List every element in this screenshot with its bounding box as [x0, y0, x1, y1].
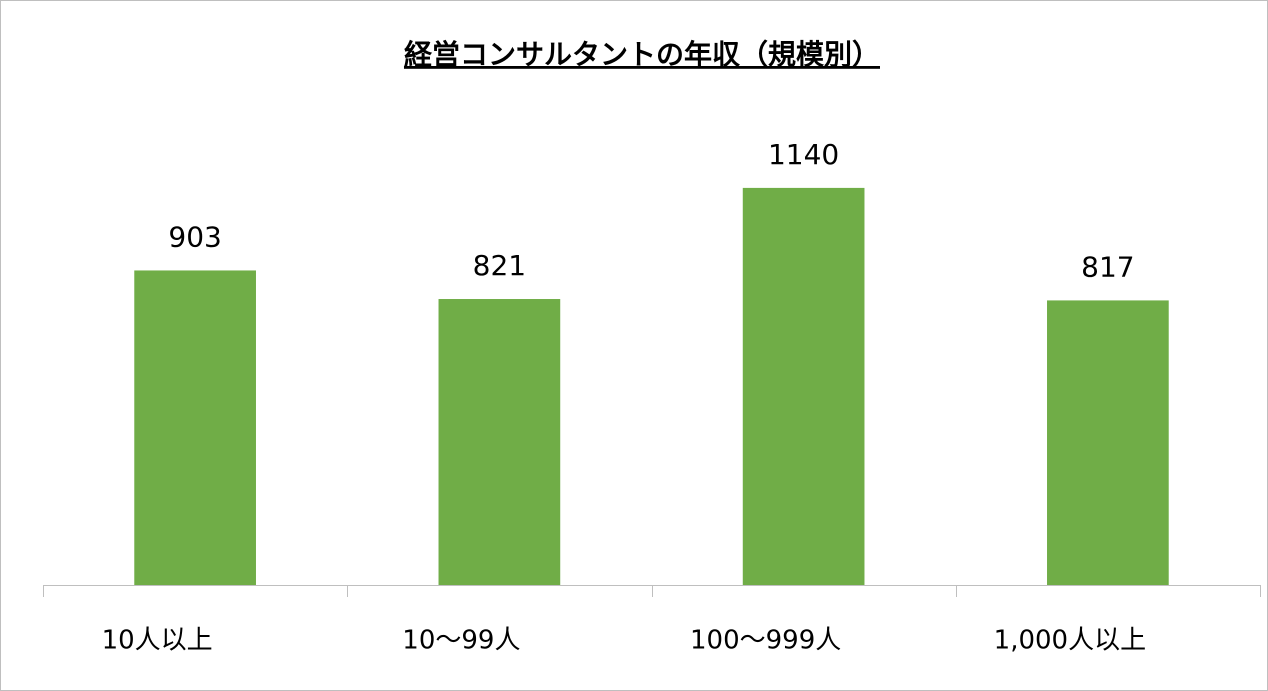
value-label: 903 — [168, 220, 221, 253]
bar — [742, 187, 865, 585]
bar — [1047, 300, 1169, 585]
x-tick-label: 1,000人以上 — [994, 626, 1146, 656]
value-label: 821 — [473, 249, 526, 282]
x-tick-label: 10〜99人 — [402, 626, 520, 656]
value-label: 1140 — [768, 138, 839, 171]
bar — [134, 270, 256, 585]
x-tick-label: 100〜999人 — [690, 626, 841, 656]
chart-title: 経営コンサルタントの年収（規模別） — [404, 38, 880, 71]
bar — [438, 299, 561, 585]
value-label: 817 — [1081, 250, 1134, 283]
x-tick-label: 10人以上 — [102, 626, 213, 656]
